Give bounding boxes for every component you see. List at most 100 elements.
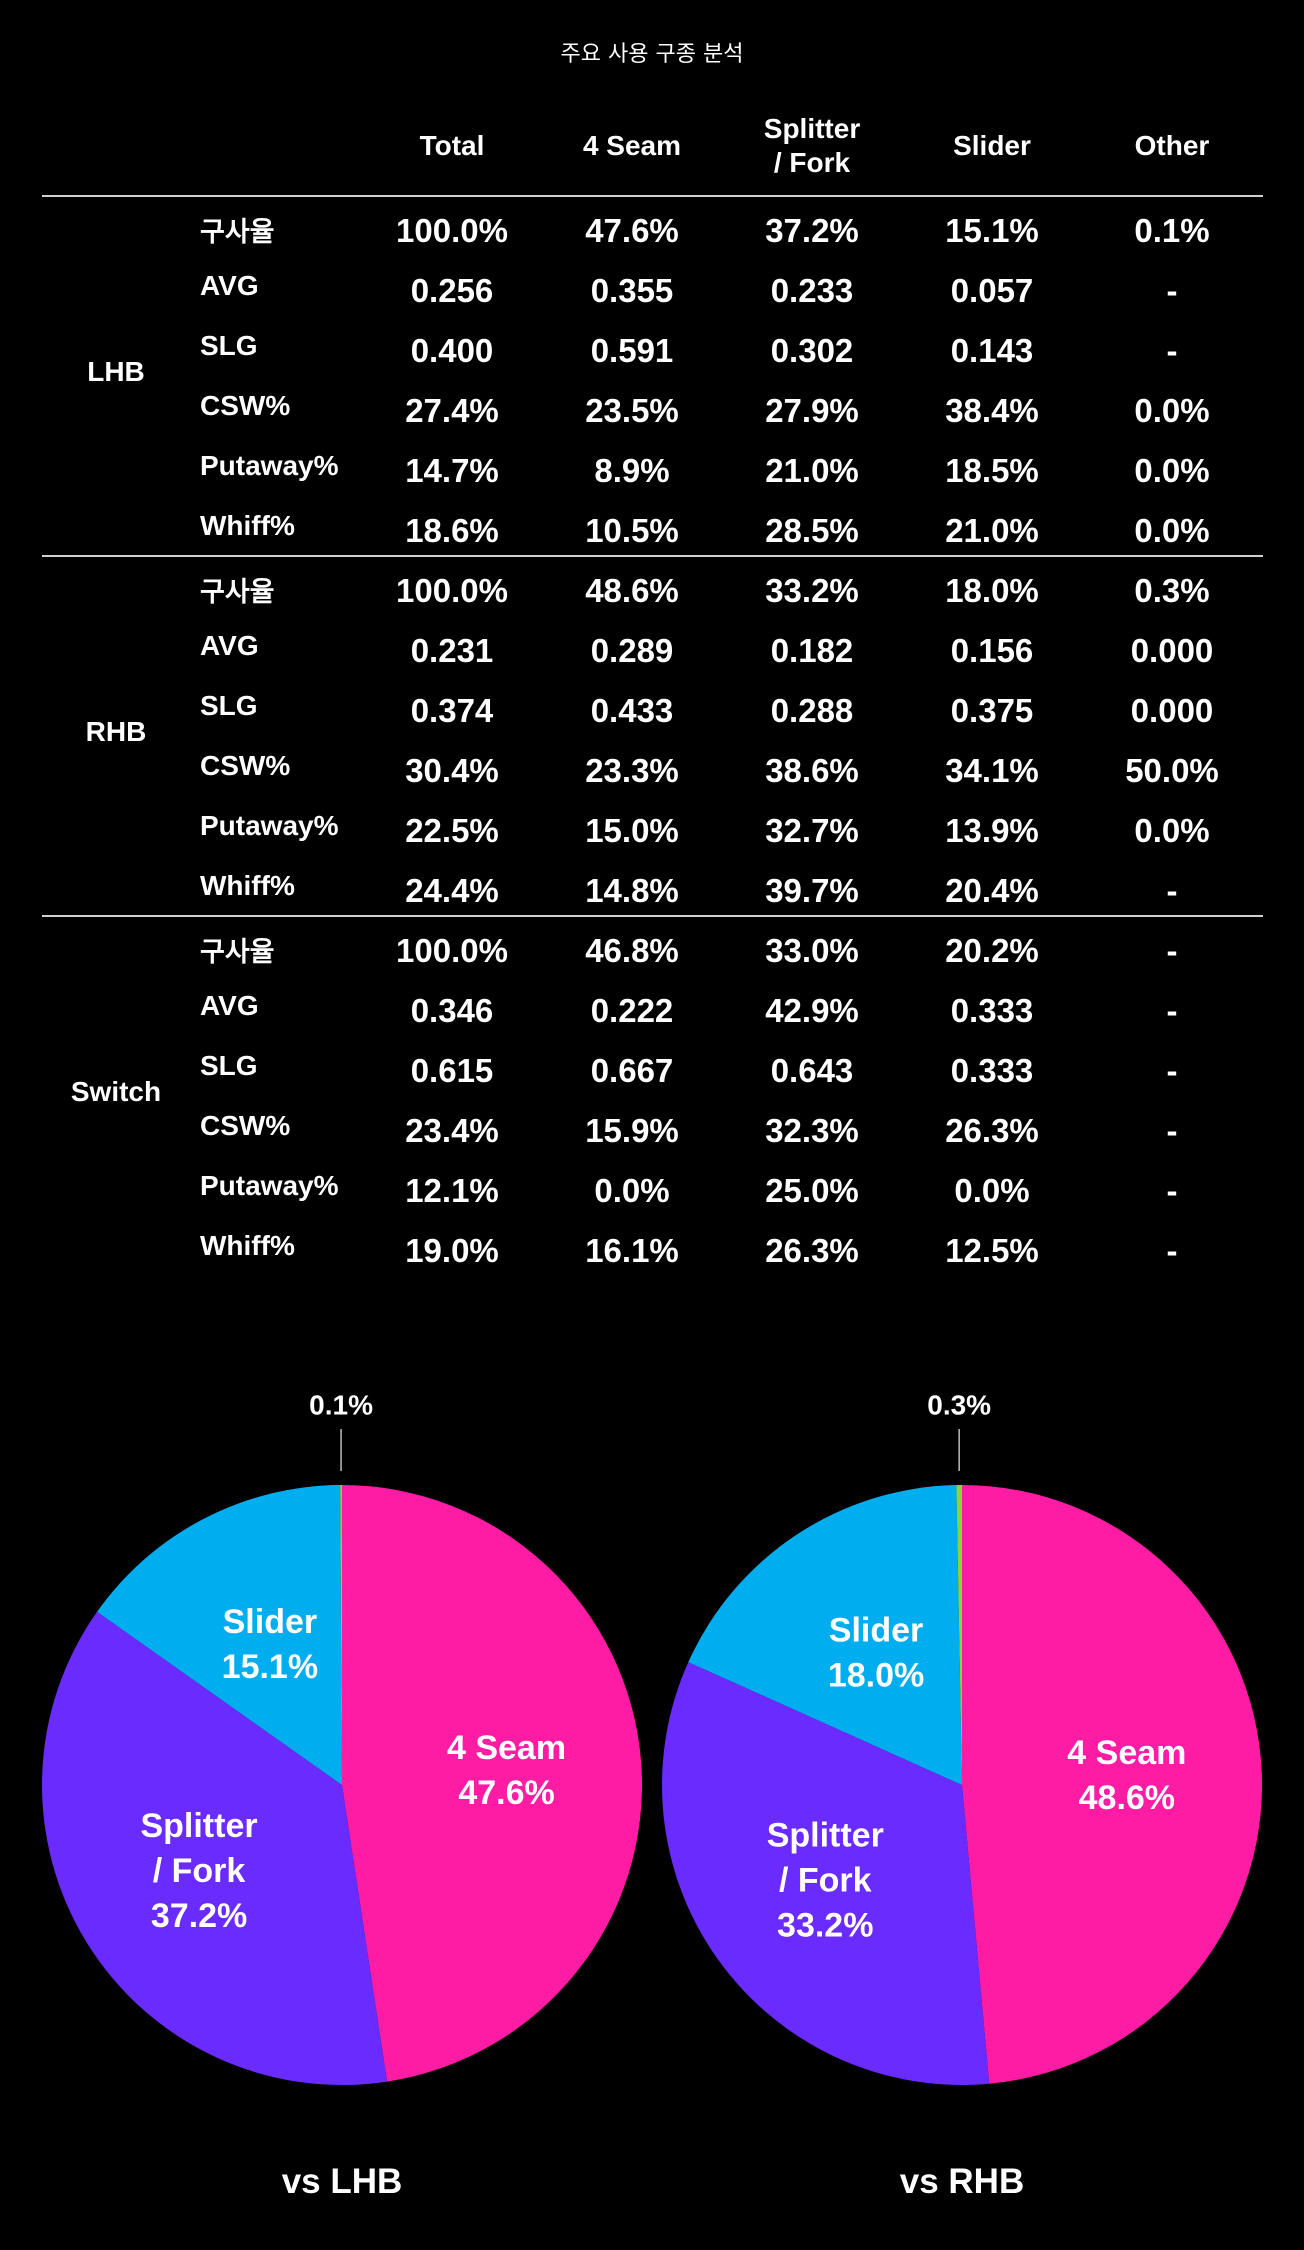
table-cell: 14.7% [405, 452, 499, 489]
table-cell: 22.5% [405, 812, 499, 849]
pie-title: vs RHB [899, 2162, 1025, 2201]
table-cell: 26.3% [765, 1232, 859, 1269]
table-cell: 0.302 [770, 332, 854, 369]
callout-label: 0.1% [309, 1389, 373, 1420]
table-cell: 15.9% [585, 1112, 679, 1149]
table-cell: 0.0% [1134, 452, 1210, 489]
pie-slice [661, 1662, 990, 2085]
slice-label: Splitter [767, 1817, 884, 1855]
table-cell: 0.3% [1134, 572, 1210, 609]
table-cell: 0.000 [1130, 692, 1214, 729]
table-cell: 18.6% [405, 512, 499, 549]
table-cell: 38.4% [945, 392, 1039, 429]
table-cell: - [1166, 272, 1178, 309]
table-cell: - [1166, 1112, 1178, 1149]
metric-label: CSW% [200, 750, 291, 781]
table-cell: 15.1% [945, 212, 1039, 249]
table-cell: 23.4% [405, 1112, 499, 1149]
table-cell: 39.7% [765, 872, 859, 909]
slice-label: Splitter [140, 1807, 257, 1845]
column-header: 4 Seam [582, 130, 682, 161]
table-cell: 14.8% [585, 872, 679, 909]
slice-label: 4 Seam [447, 1729, 566, 1767]
divider [42, 195, 1263, 197]
table-cell: 0.374 [410, 692, 494, 729]
table-cell: 37.2% [765, 212, 859, 249]
table-cell: 0.233 [770, 272, 854, 309]
table-cell: 8.9% [594, 452, 670, 489]
metric-label: Whiff% [200, 870, 295, 901]
table-cell: 100.0% [396, 932, 508, 969]
table-cell: 27.9% [765, 392, 859, 429]
table-cell: 12.1% [405, 1172, 499, 1209]
metric-label: SLG [200, 690, 258, 721]
table-cell: 42.9% [765, 992, 859, 1029]
table-cell: 0.182 [770, 632, 854, 669]
table-cell: 0.615 [410, 1052, 494, 1089]
slice-label: / Fork [153, 1852, 246, 1890]
metric-label: Whiff% [200, 510, 295, 541]
metric-label: CSW% [200, 390, 291, 421]
divider [42, 555, 1263, 557]
divider [42, 915, 1263, 917]
table-cell: 0.375 [950, 692, 1034, 729]
pie-slice [956, 1485, 962, 1785]
metric-label: Whiff% [200, 1230, 295, 1261]
slice-label: 37.2% [151, 1897, 247, 1935]
pie-slice [342, 1485, 642, 2082]
group-label: Switch [70, 1076, 162, 1107]
table-cell: 23.5% [585, 392, 679, 429]
table-cell: 34.1% [945, 752, 1039, 789]
table-cell: 18.0% [945, 572, 1039, 609]
table-cell: 0.222 [590, 992, 674, 1029]
column-header: Slider [953, 130, 1031, 161]
metric-label: 구사율 [200, 577, 275, 608]
table-cell: 32.7% [765, 812, 859, 849]
table-cell: 0.000 [1130, 632, 1214, 669]
table-cell: - [1166, 1172, 1178, 1209]
table-cell: 16.1% [585, 1232, 679, 1269]
table-cell: - [1166, 332, 1178, 369]
group-label: LHB [87, 356, 145, 387]
pie-slice [340, 1485, 342, 1785]
table-cell: 0.333 [950, 1052, 1034, 1089]
table-cell: - [1166, 1052, 1178, 1089]
table-cell: - [1166, 1232, 1178, 1269]
metric-label: Putaway% [200, 1170, 339, 1201]
table-cell: 26.3% [945, 1112, 1039, 1149]
metric-label: Putaway% [200, 810, 339, 841]
table-cell: 0.231 [410, 632, 494, 669]
table-cell: 0.1% [1134, 212, 1210, 249]
table-cell: 21.0% [945, 512, 1039, 549]
table-cell: 0.143 [950, 332, 1034, 369]
table-cell: 19.0% [405, 1232, 499, 1269]
table-cell: 0.643 [770, 1052, 854, 1089]
table-cell: 0.667 [590, 1052, 674, 1089]
table-cell: 0.0% [1134, 512, 1210, 549]
table-cell: 13.9% [945, 812, 1039, 849]
metric-label: Putaway% [200, 450, 339, 481]
table-cell: 33.2% [765, 572, 859, 609]
pie-slice [962, 1485, 1263, 2084]
table-cell: 47.6% [585, 212, 679, 249]
table-cell: 21.0% [765, 452, 859, 489]
slice-label: 47.6% [458, 1774, 554, 1812]
table-cell: 0.346 [410, 992, 494, 1029]
table-cell: 48.6% [585, 572, 679, 609]
slice-label: Slider [829, 1611, 923, 1649]
callout-label: 0.3% [927, 1389, 991, 1420]
table-cell: 30.4% [405, 752, 499, 789]
table-cell: 46.8% [585, 932, 679, 969]
pie-title: vs LHB [281, 2162, 403, 2201]
table-cell: 0.0% [954, 1172, 1030, 1209]
table-cell: 100.0% [396, 212, 508, 249]
metric-label: 구사율 [200, 217, 275, 248]
metric-label: AVG [200, 990, 259, 1021]
table-cell: 0.289 [590, 632, 674, 669]
slice-label: 4 Seam [1067, 1734, 1186, 1772]
column-header: Other [1134, 130, 1210, 161]
table-cell: 24.4% [405, 872, 499, 909]
metric-label: AVG [200, 630, 259, 661]
slice-label: 48.6% [1079, 1779, 1175, 1817]
table-cell: 0.288 [770, 692, 854, 729]
